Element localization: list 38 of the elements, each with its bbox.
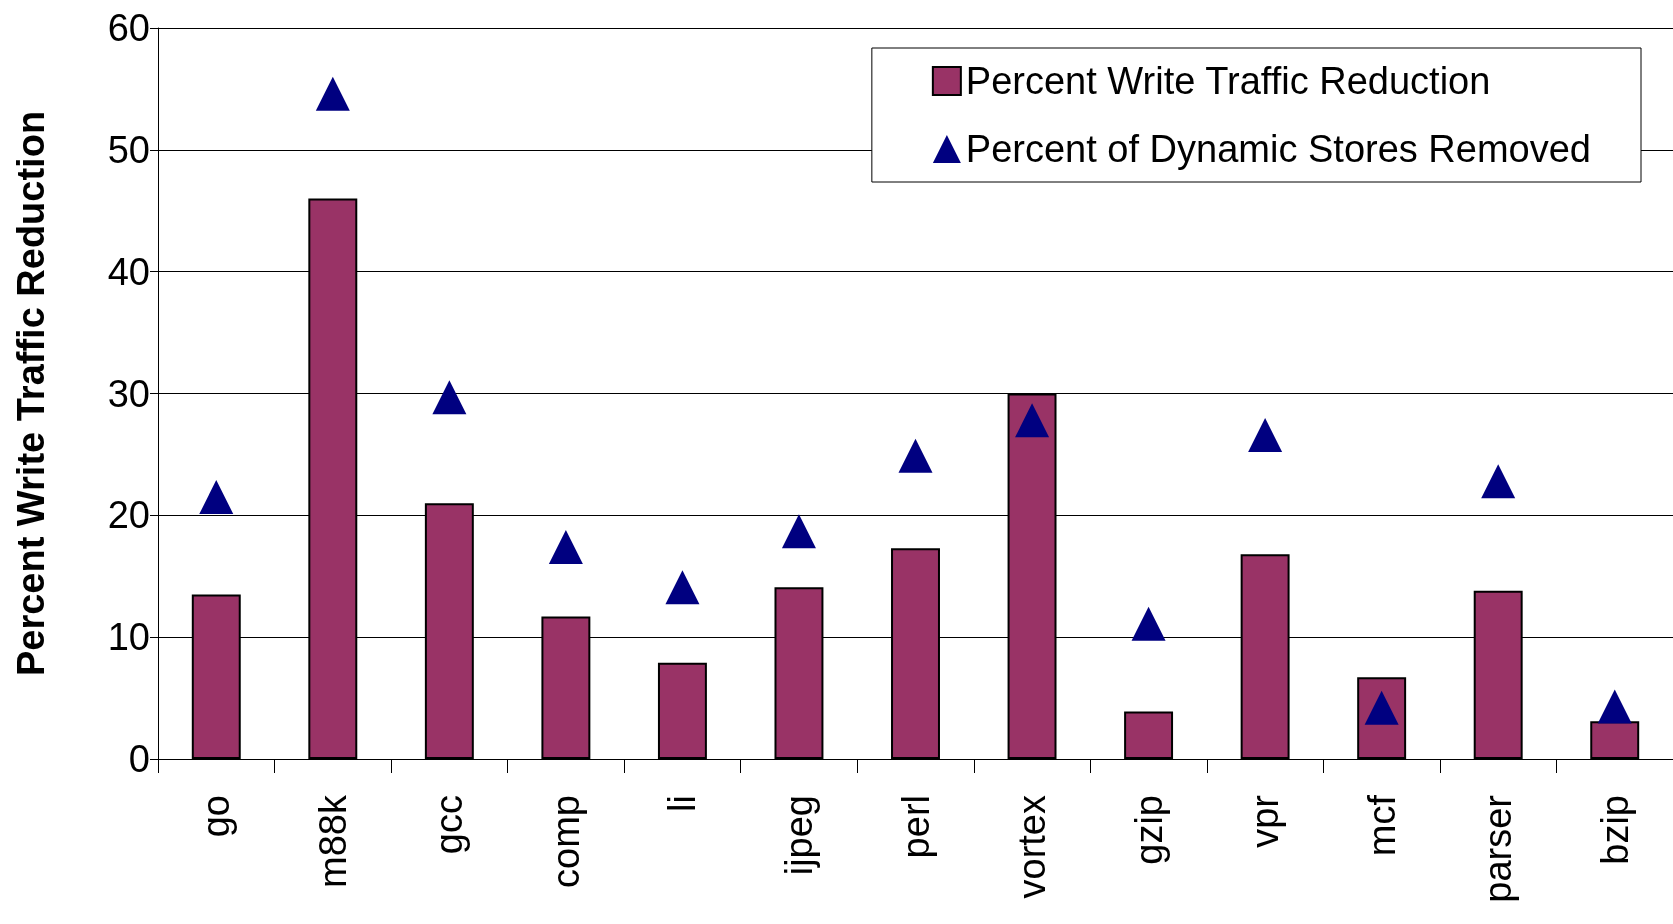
y-tick-label: 40 [107,250,150,293]
bar [657,662,707,759]
x-tick-label: go [195,795,238,838]
x-tick-label: vortex [1011,795,1054,899]
point [432,380,467,415]
legend-label: Percent of Dynamic Stores Removed [965,128,1592,170]
y-tick-label: 0 [128,738,150,780]
x-tick-label: mcf [1360,794,1403,857]
y-tick-label: 20 [107,494,150,537]
x-tick-label: bzip [1593,795,1636,865]
point [1481,464,1516,499]
legend-label: Percent Write Traffic Reduction [965,60,1491,102]
point [1015,403,1050,438]
point [898,438,933,473]
point [1248,417,1283,452]
x-tick-label: comp [544,795,587,888]
bar [1590,721,1640,759]
point [315,76,350,111]
point [548,530,583,565]
x-tick-label: m88k [311,794,354,888]
y-tick-label: 50 [107,128,150,171]
y-tick-label: 60 [107,7,150,49]
point [665,570,700,605]
x-tick-label: gzip [1127,795,1170,865]
x-tick-label: parser [1477,794,1520,903]
x-tick-label: ijpeg [777,795,820,876]
x-tick-label: li [661,795,704,812]
point [1597,689,1632,724]
bar [1124,711,1174,759]
y-tick-label: 30 [107,372,150,415]
point [199,480,234,515]
point [1131,606,1166,641]
y-tick-label: 10 [107,616,150,659]
point [781,514,816,549]
y-axis-title: Percent Write Traffic Reduction [10,110,52,677]
x-tick-label: gcc [428,795,471,855]
x-tick-label: vpr [1244,794,1287,848]
x-tick-label: perl [894,795,937,859]
